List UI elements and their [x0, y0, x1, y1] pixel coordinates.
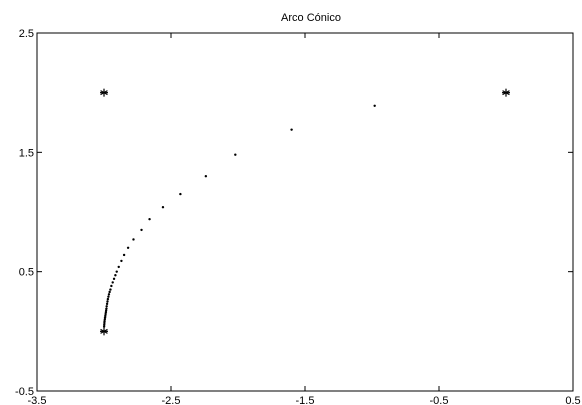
dot-point: [126, 246, 130, 249]
dot-point: [106, 297, 110, 301]
dot-point: [103, 316, 107, 319]
dot-point: [106, 300, 109, 303]
dot-point: [108, 290, 111, 294]
dot-point: [234, 153, 237, 156]
dot-point: [112, 277, 116, 281]
y-axis: -0.5 0.5 1.5 2.5: [15, 28, 573, 398]
dot-point: [107, 295, 110, 298]
dot-point: [103, 323, 106, 326]
dot-point: [115, 270, 118, 273]
dot-point: [103, 321, 106, 325]
y-tick-label: 1.5: [19, 147, 34, 159]
dot-point: [140, 228, 143, 232]
dot-point: [104, 314, 107, 318]
chart-title: Arco Cónico: [281, 12, 341, 24]
dot-point: [103, 318, 107, 321]
dot-point: [122, 253, 126, 257]
dot-point: [104, 312, 107, 316]
dot-point: [102, 325, 106, 328]
dot-point: [105, 302, 109, 306]
x-tick-label: -0.5: [430, 395, 449, 405]
x-tick-label: -3.5: [28, 395, 47, 405]
dot-point: [109, 288, 112, 291]
asterisk-point: [100, 88, 108, 97]
asterisk-point: [502, 88, 510, 97]
dot-point: [110, 284, 113, 288]
dot-point: [132, 238, 135, 241]
y-tick-label: -0.5: [15, 386, 34, 398]
dot-point: [114, 274, 117, 277]
asterisk-point: [100, 327, 108, 336]
y-tick-label: 2.5: [19, 28, 34, 40]
dot-point: [105, 305, 108, 308]
dot-point: [104, 309, 108, 312]
dot-point: [120, 259, 123, 263]
x-axis: -3.5 -2.5 -1.5 -0.5 0.5: [28, 33, 581, 405]
dot-point: [107, 293, 111, 296]
dot-point: [103, 319, 106, 323]
dot-point: [373, 104, 376, 107]
dot-point: [179, 192, 182, 196]
dot-point: [105, 307, 108, 310]
x-tick-label: -1.5: [296, 395, 315, 405]
dot-point: [117, 265, 120, 269]
dot-point: [111, 281, 114, 284]
x-tick-label: 0.5: [565, 395, 580, 405]
dot-point: [204, 175, 208, 178]
dot-point: [148, 217, 151, 221]
dot-point: [290, 128, 293, 131]
y-tick-label: 0.5: [19, 267, 34, 279]
data-series: [100, 88, 510, 336]
dot-point: [104, 311, 108, 314]
dot-point: [161, 206, 165, 209]
x-tick-label: -2.5: [162, 395, 181, 405]
